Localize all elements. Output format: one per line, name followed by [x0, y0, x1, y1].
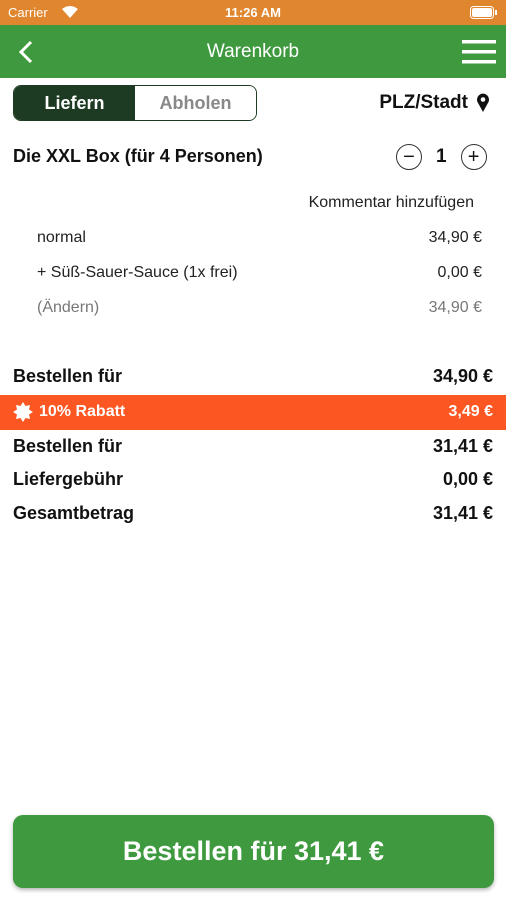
discount-band	[0, 395, 506, 430]
pin-icon	[477, 93, 489, 112]
edit-link[interactable]: (Ändern)	[37, 299, 100, 316]
summary-row: Bestellen für 34,90 €	[13, 366, 493, 387]
summary-row: Bestellen für 31,41 €	[13, 436, 493, 457]
line-price: 34,90 €	[428, 299, 482, 316]
back-button[interactable]	[16, 39, 36, 65]
battery-icon	[470, 6, 497, 19]
summary-label: Gesamtbetrag	[13, 503, 135, 523]
discount-icon	[13, 402, 33, 422]
quantity: 1	[436, 146, 447, 167]
summary-label: Liefergebühr	[13, 469, 124, 489]
discount-row: 10% Rabatt 3,49 €	[13, 402, 493, 422]
discount-label: 10% Rabatt	[39, 403, 126, 420]
summary-row: Gesamtbetrag 31,41 €	[13, 503, 493, 524]
location-picker[interactable]: PLZ/Stadt	[379, 92, 490, 114]
summary-row: Liefergebühr 0,00 €	[13, 469, 493, 490]
time: 11:26 AM	[225, 5, 281, 20]
nav-title: Warenkorb	[206, 41, 300, 62]
item-name: Die XXL Box (für 4 Personen)	[13, 146, 263, 166]
increase-button[interactable]: +	[460, 144, 487, 170]
summary-amount: 31,41 €	[432, 503, 493, 523]
menu-button[interactable]	[462, 39, 496, 65]
decrease-button[interactable]: −	[396, 144, 422, 170]
location-label: PLZ/Stadt	[379, 92, 468, 113]
delivery-toggle: Liefern Abholen	[13, 85, 257, 121]
line-price: 34,90 €	[428, 229, 482, 246]
nav-bar: Warenkorb	[0, 25, 506, 78]
item-line: + Süß-Sauer-Sauce (1x frei) 0,00 €	[37, 264, 482, 282]
summary-amount: 31,41 €	[432, 436, 493, 456]
summary-amount: 0,00 €	[442, 469, 493, 489]
tab-delivery[interactable]: Liefern	[14, 86, 135, 120]
discount-amount: 3,49 €	[448, 403, 493, 420]
line-label: normal	[37, 229, 86, 246]
carrier: Carrier	[8, 5, 48, 20]
item-line: normal 34,90 €	[37, 229, 482, 247]
order-button[interactable]: Bestellen für 31,41 €	[13, 815, 494, 888]
status-bar: Carrier 11:26 AM	[0, 0, 506, 25]
line-label: + Süß-Sauer-Sauce (1x frei)	[37, 264, 238, 281]
summary-amount: 34,90 €	[432, 366, 493, 386]
quantity-control: − 1 +	[396, 144, 487, 170]
item-line: (Ändern) 34,90 €	[37, 299, 482, 317]
comment-link[interactable]: Kommentar hinzufügen	[308, 194, 474, 211]
summary-label: Bestellen für	[13, 366, 123, 386]
wifi-icon	[62, 6, 78, 18]
line-price: 0,00 €	[437, 264, 482, 281]
tab-pickup[interactable]: Abholen	[135, 86, 256, 120]
summary-label: Bestellen für	[13, 436, 123, 456]
